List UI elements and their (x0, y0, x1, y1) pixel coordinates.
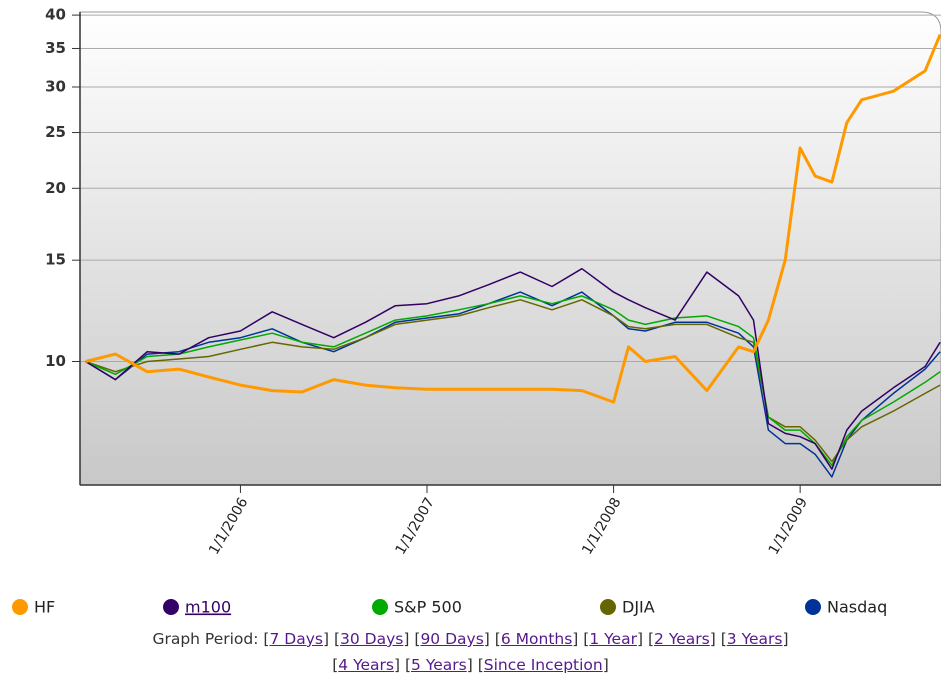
period-line: 4 Years 5 Years Since Inception (0, 652, 941, 677)
period-link[interactable]: 5 Years (411, 656, 467, 674)
legend-label: DJIA (622, 598, 655, 617)
period-link[interactable]: 2 Years (654, 630, 710, 648)
chart: 10 15 20 25 30 35 40 1/1/2006 1/1/2007 1/1/2008 1/… (12, 6, 941, 617)
y-tick-label: 15 (45, 251, 66, 269)
series-line (85, 299, 941, 463)
y-tick-label: 10 (45, 352, 66, 370)
y-tick-label: 35 (45, 39, 66, 57)
legend-label: HF (34, 598, 55, 617)
period-bracket: 30 Days (334, 630, 409, 648)
series-line (85, 34, 941, 404)
period-link[interactable]: 3 Years (726, 630, 783, 648)
period-bracket: 6 Months (495, 630, 579, 648)
legend-label: Nasdaq (827, 598, 887, 617)
period-bracket: 3 Years (721, 630, 789, 648)
y-tick-label: 30 (45, 77, 66, 95)
legend-marker (372, 599, 388, 615)
plot-area (79, 11, 941, 486)
period-bracket: 2 Years (648, 630, 716, 648)
x-tick-label: 1/1/2006 (206, 495, 251, 558)
series-line (85, 295, 941, 467)
period-link[interactable]: Since Inception (483, 656, 603, 674)
period-link[interactable]: 6 Months (500, 630, 573, 648)
period-bracket: 7 Days (263, 630, 329, 648)
legend-label: S&P 500 (394, 598, 462, 617)
period-bracket: 1 Year (583, 630, 643, 648)
legend-marker (600, 599, 616, 615)
legend-marker (805, 599, 821, 615)
period-line: Graph Period: 7 Days 30 Days 90 Days 6 M… (0, 626, 941, 652)
period-link[interactable]: 7 Days (269, 630, 323, 648)
period-link[interactable]: 4 Years (338, 656, 394, 674)
x-tick-label: 1/1/2008 (579, 495, 624, 557)
period-bracket: 90 Days (414, 630, 489, 648)
legend-marker (12, 599, 28, 615)
period-bracket: Since Inception (478, 656, 609, 674)
y-tick-label: 20 (45, 179, 66, 197)
period-bracket: 5 Years (405, 656, 473, 674)
y-tick-label: 40 (45, 6, 66, 24)
period-link[interactable]: 90 Days (420, 630, 484, 648)
legend-marker (163, 599, 179, 615)
period-links: Graph Period: 7 Days 30 Days 90 Days 6 M… (0, 626, 941, 677)
series-line (85, 291, 941, 478)
x-tick-label: 1/1/2009 (766, 495, 811, 557)
x-tick-label: 1/1/2007 (393, 495, 438, 557)
period-link[interactable]: 30 Days (340, 630, 404, 648)
period-bracket: 4 Years (332, 656, 400, 674)
legend-link[interactable]: m100 (185, 598, 231, 617)
y-tick-label: 25 (45, 123, 66, 141)
period-link[interactable]: 1 Year (589, 630, 637, 648)
period-label: Graph Period: (152, 630, 259, 648)
series-line (85, 267, 941, 470)
